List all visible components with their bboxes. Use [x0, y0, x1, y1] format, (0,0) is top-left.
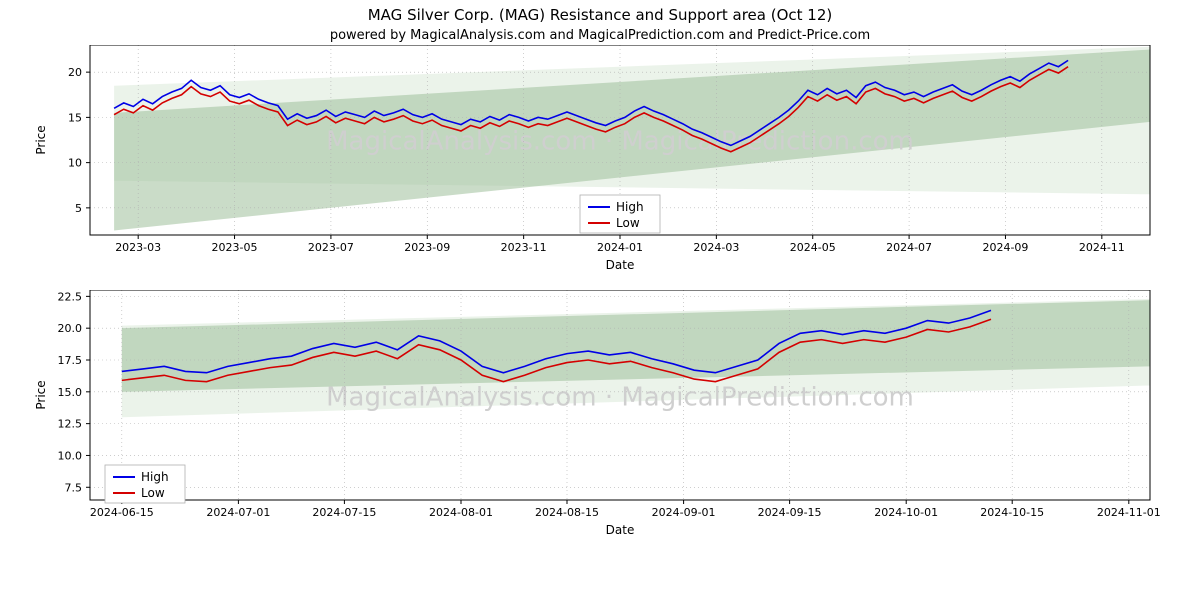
y-tick-label: 7.5: [65, 481, 83, 494]
x-tick-label: 2024-10-01: [874, 506, 938, 519]
y-tick-label: 22.5: [58, 290, 83, 303]
x-axis-label: Date: [606, 523, 635, 537]
x-tick-label: 2023-11: [501, 241, 547, 254]
y-axis: 5 10 15 20: [68, 66, 90, 215]
top-chart: MagicalAnalysis.com · MagicalPrediction.…: [20, 45, 1180, 290]
y-axis: 7.5 10.0 12.5 15.0 17.5 20.0 22.5: [58, 290, 91, 494]
y-tick-label: 10.0: [58, 449, 83, 462]
x-tick-label: 2024-09: [982, 241, 1028, 254]
legend: High Low: [580, 195, 660, 233]
legend-low-label: Low: [141, 486, 165, 500]
x-tick-label: 2023-09: [404, 241, 450, 254]
x-tick-label: 2024-11-01: [1097, 506, 1161, 519]
x-tick-label: 2024-10-15: [980, 506, 1044, 519]
y-tick-label: 12.5: [58, 418, 83, 431]
x-tick-label: 2024-11: [1079, 241, 1125, 254]
x-tick-label: 2023-05: [212, 241, 258, 254]
x-tick-label: 2023-07: [308, 241, 354, 254]
chart-title: MAG Silver Corp. (MAG) Resistance and Su…: [0, 6, 1200, 24]
y-tick-label: 17.5: [58, 354, 83, 367]
chart-subtitle: powered by MagicalAnalysis.com and Magic…: [0, 28, 1200, 43]
x-axis: 2023-03 2023-05 2023-07 2023-09 2023-11 2024-…: [115, 235, 1125, 254]
legend: High Low: [105, 465, 185, 503]
x-tick-label: 2024-07-01: [206, 506, 270, 519]
legend-low-label: Low: [616, 216, 640, 230]
y-axis-label: Price: [34, 125, 48, 154]
y-axis-label: Price: [34, 380, 48, 409]
x-axis-label: Date: [606, 258, 635, 272]
y-tick-label: 20: [68, 66, 82, 79]
y-tick-label: 15.0: [58, 386, 83, 399]
x-tick-label: 2024-06-15: [90, 506, 154, 519]
bottom-chart: MagicalAnalysis.com · MagicalPrediction.…: [20, 290, 1180, 560]
x-tick-label: 2024-03: [693, 241, 739, 254]
x-tick-label: 2024-09-01: [652, 506, 716, 519]
y-tick-label: 10: [68, 157, 82, 170]
x-tick-label: 2024-07: [886, 241, 932, 254]
legend-high-label: High: [616, 200, 644, 214]
x-tick-label: 2024-07-15: [312, 506, 376, 519]
x-tick-label: 2024-01: [597, 241, 643, 254]
legend-high-label: High: [141, 470, 169, 484]
x-tick-label: 2024-05: [790, 241, 836, 254]
x-tick-label: 2024-08-15: [535, 506, 599, 519]
bottom-chart-container: MagicalAnalysis.com · MagicalPrediction.…: [20, 290, 1180, 560]
y-tick-label: 20.0: [58, 322, 83, 335]
x-tick-label: 2023-03: [115, 241, 161, 254]
y-tick-label: 15: [68, 111, 82, 124]
x-axis: 2024-06-15 2024-07-01 2024-07-15 2024-08-01…: [90, 500, 1161, 519]
y-tick-label: 5: [75, 202, 82, 215]
x-tick-label: 2024-08-01: [429, 506, 493, 519]
top-chart-container: MagicalAnalysis.com · MagicalPrediction.…: [20, 45, 1180, 290]
x-tick-label: 2024-09-15: [758, 506, 822, 519]
